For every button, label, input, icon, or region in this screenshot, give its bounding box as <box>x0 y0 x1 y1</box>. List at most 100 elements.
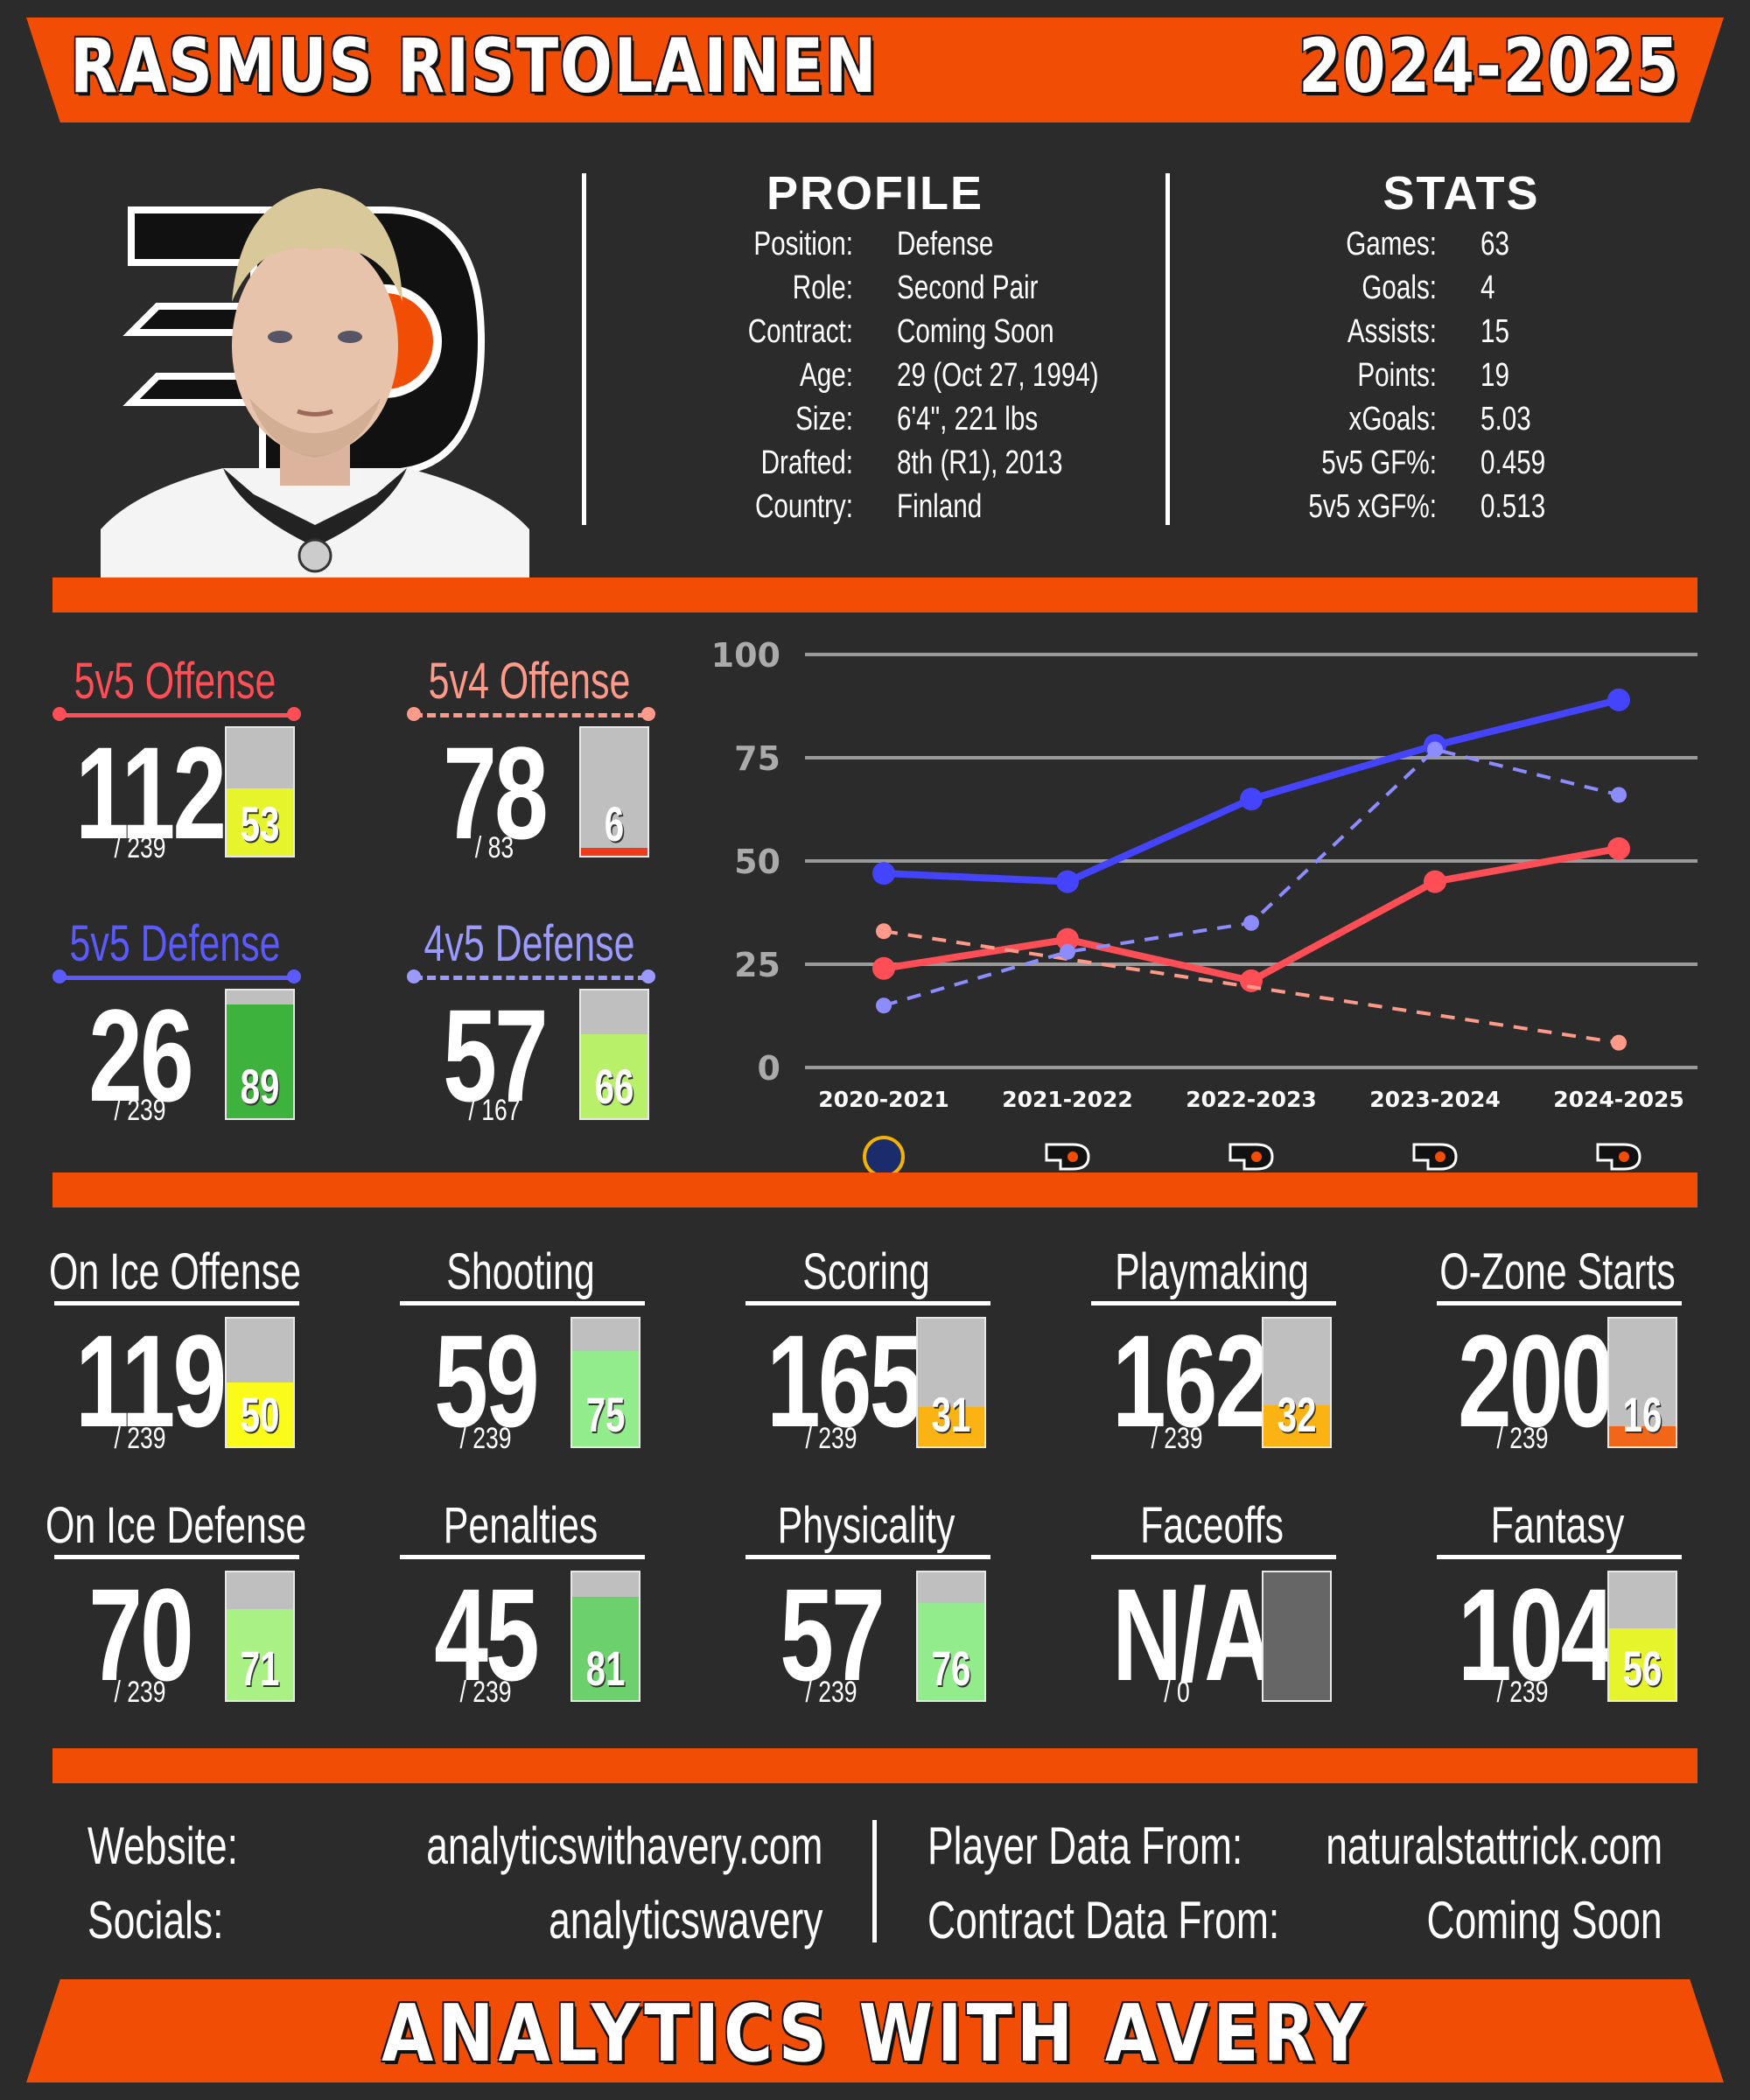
row-value: 5.03 <box>1480 401 1531 438</box>
percentile-gauge: 81 <box>570 1571 640 1702</box>
gauge-value: 81 <box>585 1641 626 1696</box>
metric-title: Fantasy <box>1490 1497 1625 1554</box>
y-tick-label: 75 <box>734 739 780 778</box>
gauge-value: 32 <box>1277 1387 1317 1442</box>
metric-rank: 45 <box>434 1561 540 1708</box>
metric-title: O-Zone Starts <box>1439 1243 1676 1300</box>
player-data-source[interactable]: naturalstattrick.com <box>1326 1816 1662 1875</box>
title-banner <box>26 18 1724 122</box>
logo-dot <box>1251 1152 1262 1162</box>
metric-underline <box>1437 1301 1682 1306</box>
gauge-fill <box>581 848 648 856</box>
metric-title: Physicality <box>777 1497 956 1554</box>
website-link[interactable]: analyticswithavery.com <box>425 1816 822 1875</box>
metric-underline <box>60 976 292 980</box>
data-point <box>1060 943 1075 960</box>
gauge-value: 56 <box>1622 1641 1662 1696</box>
metric-total: / 239 <box>1496 1422 1549 1455</box>
percentile-gauge: 89 <box>225 989 295 1120</box>
website-label: Website: <box>88 1816 238 1875</box>
footer-divider <box>872 1820 877 1942</box>
data-point <box>876 998 892 1014</box>
y-tick-label: 0 <box>758 1049 780 1088</box>
row-label: Points: <box>1357 357 1437 394</box>
series-line <box>883 929 1620 1045</box>
gauge-fill <box>1264 1405 1330 1446</box>
row-value: Defense <box>897 226 994 262</box>
metric-total: / 239 <box>114 831 166 864</box>
row-label: Age: <box>800 357 853 394</box>
row-label: Role: <box>792 270 853 306</box>
data-point <box>1056 928 1079 951</box>
series-line <box>883 844 1620 985</box>
metric-total: / 239 <box>459 1422 512 1455</box>
x-tick-label: 2023-2024 <box>1369 1087 1501 1112</box>
metric-rank: 78 <box>443 719 549 866</box>
socials-handle[interactable]: analyticswavery <box>548 1891 822 1950</box>
x-tick-label: 2024-2025 <box>1553 1087 1684 1112</box>
metric-total: / 239 <box>114 1422 166 1455</box>
gauge-value: 50 <box>240 1387 280 1442</box>
x-tick-label: 2021-2022 <box>1002 1087 1133 1112</box>
underline-dot <box>641 707 655 721</box>
percentile-gauge: 56 <box>1607 1571 1677 1702</box>
metric-underline <box>400 1555 645 1559</box>
gauge-value: 53 <box>240 796 280 851</box>
percentile-gauge: 53 <box>225 726 295 858</box>
row-label: Games: <box>1346 226 1437 262</box>
percentile-gauge: 75 <box>570 1317 640 1448</box>
metric-underline <box>1091 1555 1336 1559</box>
contract-data-label: Contract Data From: <box>928 1891 1280 1950</box>
player-name: RASMUS RISTOLAINEN <box>70 23 878 110</box>
metric-title: 5v5 Offense <box>74 653 276 710</box>
y-tick-label: 100 <box>711 636 780 675</box>
gauge-value: 66 <box>594 1059 634 1114</box>
socials-label: Socials: <box>88 1891 224 1950</box>
row-label: Goals: <box>1362 270 1437 306</box>
metric-underline <box>414 713 647 718</box>
metric-underline <box>746 1555 990 1559</box>
metric-title: 4v5 Defense <box>424 915 635 972</box>
gauge-fill <box>1609 1628 1676 1700</box>
metric-rank: 119 <box>75 1307 227 1454</box>
data-point <box>872 956 895 980</box>
metric-total: / 239 <box>1151 1422 1203 1455</box>
row-value: 19 <box>1480 357 1509 394</box>
metric-title: On Ice Defense <box>46 1497 307 1554</box>
percentile-gauge <box>1262 1571 1332 1702</box>
metric-total: / 239 <box>459 1676 512 1709</box>
gauge-value: 16 <box>1622 1387 1662 1442</box>
data-point <box>872 862 895 886</box>
gauge-value: 6 <box>604 796 625 851</box>
gauge-fill <box>227 1609 293 1700</box>
underline-dot <box>52 707 66 721</box>
row-label: xGoals: <box>1348 401 1437 438</box>
gauge-value: 75 <box>585 1387 626 1442</box>
metric-total: / 239 <box>1496 1676 1549 1709</box>
metric-underline <box>54 1301 299 1306</box>
metric-underline <box>746 1301 990 1306</box>
metric-rank: N/A <box>1112 1561 1274 1708</box>
row-value: 15 <box>1480 313 1509 350</box>
data-point <box>1611 787 1627 803</box>
section-separator <box>52 1748 1698 1783</box>
row-value: Coming Soon <box>897 313 1054 350</box>
row-label: 5v5 xGF%: <box>1308 488 1437 525</box>
metric-underline <box>1091 1301 1336 1306</box>
gauge-fill <box>227 788 293 856</box>
gauge-fill <box>918 1603 984 1700</box>
data-point <box>1056 870 1079 893</box>
brand-name: ANALYTICS WITH AVERY <box>382 1988 1368 2080</box>
gauge-fill <box>227 1004 293 1118</box>
profile-title: PROFILE <box>766 167 984 220</box>
brand-banner <box>26 1979 1724 2082</box>
gauge-value: 31 <box>931 1387 971 1442</box>
percentile-gauge: 71 <box>225 1571 295 1702</box>
percentile-gauge: 66 <box>579 989 649 1120</box>
stats-title: STATS <box>1382 167 1540 220</box>
x-tick-label: 2022-2023 <box>1186 1087 1317 1112</box>
row-label: Assists: <box>1347 313 1437 350</box>
player-data-label: Player Data From: <box>928 1816 1243 1875</box>
row-label: Size: <box>795 401 853 438</box>
gauge-fill <box>227 1382 293 1446</box>
